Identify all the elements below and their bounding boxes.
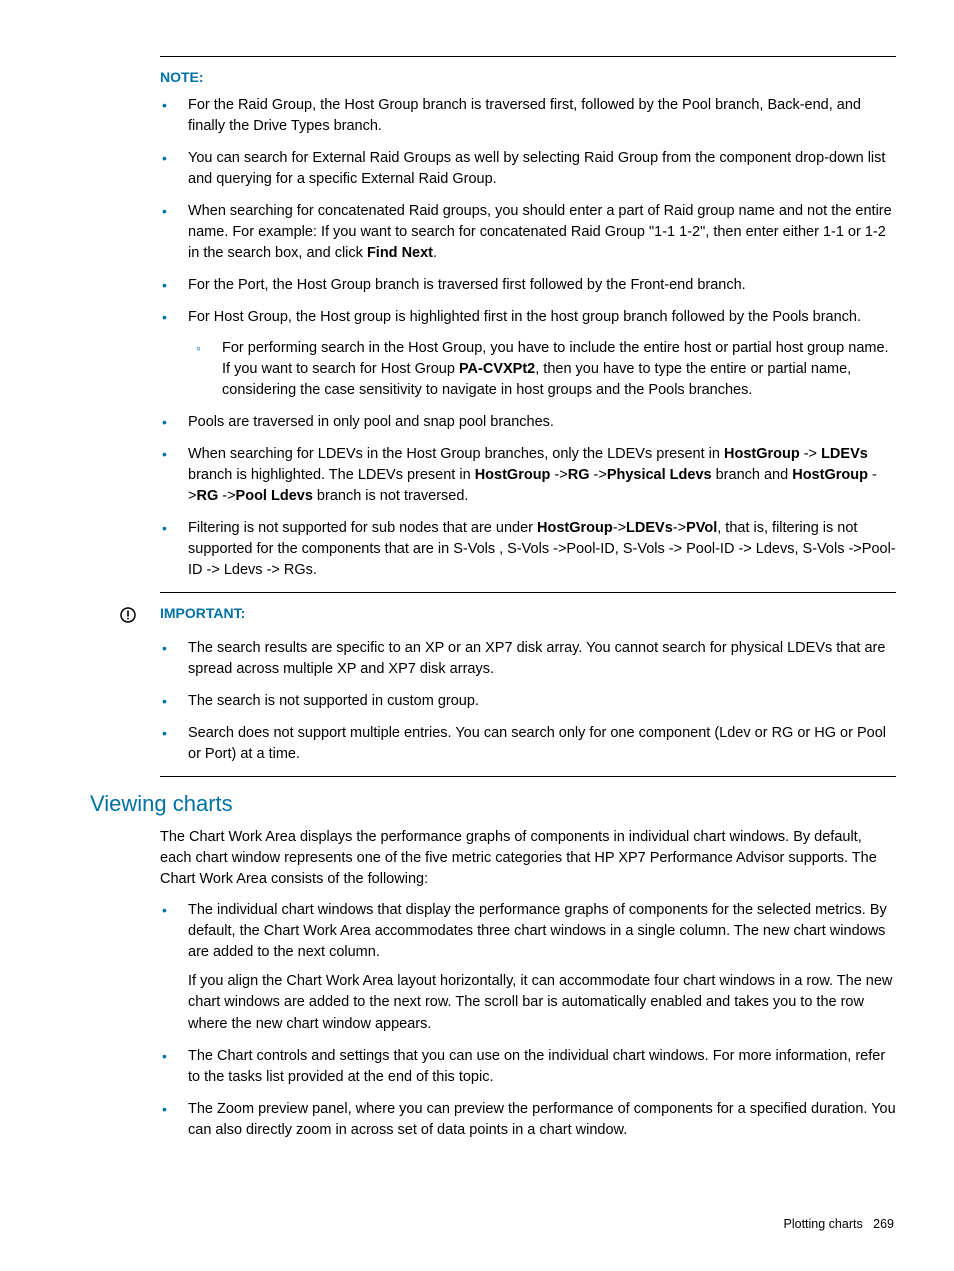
list-text: For the Raid Group, the Host Group branc… xyxy=(188,97,861,134)
divider xyxy=(160,592,896,593)
note-label: NOTE: xyxy=(160,69,896,85)
list-extra: If you align the Chart Work Area layout … xyxy=(188,971,896,1034)
list-item: For the Raid Group, the Host Group branc… xyxy=(160,95,896,137)
list-text: Pools are traversed in only pool and sna… xyxy=(188,414,554,430)
divider xyxy=(160,56,896,57)
list-text: Search does not support multiple entries… xyxy=(188,725,886,762)
bold-text: Physical Ldevs xyxy=(607,467,712,483)
viewing-list: The individual chart windows that displa… xyxy=(160,900,896,1140)
list-item: Search does not support multiple entries… xyxy=(160,723,896,765)
list-item: When searching for concatenated Raid gro… xyxy=(160,201,896,264)
list-text: The Zoom preview panel, where you can pr… xyxy=(188,1101,896,1138)
list-text: For Host Group, the Host group is highli… xyxy=(188,309,861,325)
list-item: The individual chart windows that displa… xyxy=(160,900,896,1034)
list-text: The search is not supported in custom gr… xyxy=(188,693,479,709)
list-text: -> xyxy=(218,488,235,504)
list-item: Filtering is not supported for sub nodes… xyxy=(160,518,896,581)
viewing-intro: The Chart Work Area displays the perform… xyxy=(160,827,896,890)
sub-list-item: For performing search in the Host Group,… xyxy=(188,338,896,401)
list-text: branch is not traversed. xyxy=(313,488,469,504)
list-text: -> xyxy=(589,467,606,483)
bold-text: PVol xyxy=(686,520,717,536)
bold-text: RG xyxy=(568,467,590,483)
list-text: The individual chart windows that displa… xyxy=(188,902,887,960)
important-icon xyxy=(90,605,160,628)
list-text: -> xyxy=(800,446,821,462)
bold-text: HostGroup xyxy=(475,467,551,483)
list-text: -> xyxy=(673,520,686,536)
list-text: For the Port, the Host Group branch is t… xyxy=(188,277,746,293)
sub-list: For performing search in the Host Group,… xyxy=(188,338,896,401)
list-text: Filtering is not supported for sub nodes… xyxy=(188,520,537,536)
list-text: The Chart controls and settings that you… xyxy=(188,1048,885,1085)
page-footer: Plotting charts 269 xyxy=(784,1217,895,1231)
footer-section: Plotting charts xyxy=(784,1217,863,1231)
list-item: For the Port, the Host Group branch is t… xyxy=(160,275,896,296)
list-text: When searching for concatenated Raid gro… xyxy=(188,203,892,261)
list-item: The Zoom preview panel, where you can pr… xyxy=(160,1099,896,1141)
bold-text: LDEVs xyxy=(821,446,868,462)
bold-text: HostGroup xyxy=(792,467,868,483)
bold-text: Find Next xyxy=(367,245,433,261)
list-item: Pools are traversed in only pool and sna… xyxy=(160,412,896,433)
list-text: -> xyxy=(613,520,626,536)
note-list: For the Raid Group, the Host Group branc… xyxy=(160,95,896,581)
list-item: For Host Group, the Host group is highli… xyxy=(160,307,896,401)
bold-text: HostGroup xyxy=(537,520,613,536)
list-text: You can search for External Raid Groups … xyxy=(188,150,885,187)
list-item: You can search for External Raid Groups … xyxy=(160,148,896,190)
list-item: When searching for LDEVs in the Host Gro… xyxy=(160,444,896,507)
viewing-charts-heading: Viewing charts xyxy=(90,791,896,817)
bold-text: Pool Ldevs xyxy=(236,488,313,504)
divider xyxy=(160,776,896,777)
list-text: branch and xyxy=(712,467,793,483)
list-item: The Chart controls and settings that you… xyxy=(160,1046,896,1088)
important-row: IMPORTANT: xyxy=(90,605,896,628)
list-text: When searching for LDEVs in the Host Gro… xyxy=(188,446,724,462)
important-list: The search results are specific to an XP… xyxy=(160,638,896,765)
list-item: The search results are specific to an XP… xyxy=(160,638,896,680)
bold-text: LDEVs xyxy=(626,520,673,536)
list-text: -> xyxy=(550,467,567,483)
list-text: . xyxy=(433,245,437,261)
important-label: IMPORTANT: xyxy=(160,605,245,621)
footer-page: 269 xyxy=(873,1217,894,1231)
bold-text: PA-CVXPt2 xyxy=(459,361,535,377)
list-item: The search is not supported in custom gr… xyxy=(160,691,896,712)
bold-text: RG xyxy=(196,488,218,504)
list-text: The search results are specific to an XP… xyxy=(188,640,885,677)
bold-text: HostGroup xyxy=(724,446,800,462)
page-content: NOTE: For the Raid Group, the Host Group… xyxy=(0,0,954,1192)
list-text: branch is highlighted. The LDEVs present… xyxy=(188,467,475,483)
